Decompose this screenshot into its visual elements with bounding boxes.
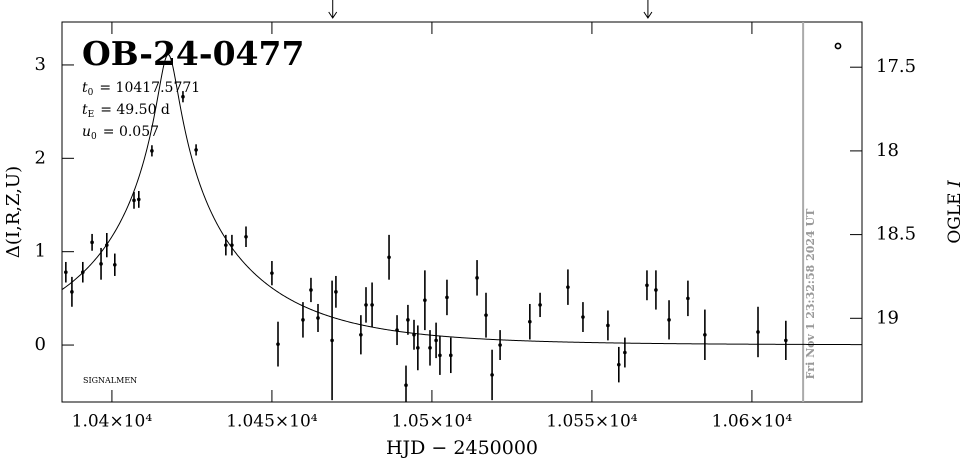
arrow-marker [643, 0, 653, 19]
data-point [654, 288, 658, 292]
data-point [756, 330, 760, 334]
data-point [113, 262, 117, 267]
data-point [484, 313, 488, 317]
y2-tick-label: 19 [876, 307, 899, 328]
arrow-marker [328, 0, 338, 19]
x-tick-label: 1.045×10⁴ [226, 412, 318, 432]
data-point [528, 319, 532, 324]
data-point [276, 342, 280, 346]
data-point [623, 350, 627, 355]
chart-title: OB-24-0477 [82, 34, 304, 73]
data-point [334, 290, 338, 294]
data-point [316, 316, 320, 320]
data-point [784, 338, 788, 343]
data-point [105, 243, 109, 247]
x-tick-label: 1.04×10⁴ [72, 412, 153, 432]
y-tick-label: 0 [35, 334, 46, 355]
parameter: tE = 49.50 d [82, 102, 170, 120]
data-point [150, 149, 154, 153]
data-point [364, 303, 368, 307]
data-point [301, 318, 305, 322]
data-point [404, 383, 408, 387]
data-point [181, 94, 185, 99]
y-tick-label: 3 [35, 54, 46, 75]
parameter-symbol: t [82, 102, 88, 118]
status-symbol [834, 42, 842, 50]
parameter-symbol: t [82, 80, 88, 96]
y2-axis-label-italic: I [945, 180, 965, 188]
data-point [395, 328, 399, 332]
parameter-value: = 0.057 [103, 124, 159, 140]
data-point [64, 270, 68, 275]
parameter: t0 = 10417.5771 [82, 80, 200, 98]
model-curve [61, 53, 862, 346]
data-point [244, 234, 248, 239]
data-point [475, 276, 479, 280]
parameter-value: = 49.50 d [100, 102, 170, 118]
data-point [449, 353, 453, 358]
data-point [416, 346, 420, 350]
data-point [370, 303, 374, 307]
data-point [224, 243, 228, 247]
data-point [645, 283, 649, 288]
parameter-subscript: 0 [91, 132, 97, 142]
data-point [387, 255, 391, 260]
data-point [330, 338, 334, 343]
parameter-value: = 10417.5771 [99, 80, 200, 96]
x-axis-label: HJD − 2450000 [386, 437, 538, 459]
data-point [230, 243, 234, 247]
data-point [667, 318, 671, 322]
data-point [70, 290, 74, 294]
data-point [99, 262, 103, 266]
y-tick-label: 1 [35, 241, 46, 262]
data-point [309, 288, 313, 292]
data-point [581, 315, 585, 319]
x-tick-label: 1.05×10⁴ [392, 412, 473, 432]
data-point [406, 318, 410, 322]
data-point [434, 338, 438, 343]
data-point [445, 295, 449, 300]
parameter-subscript: 0 [88, 88, 94, 98]
data-point [686, 296, 690, 301]
data-point [703, 332, 707, 337]
y2-axis-label-text: OGLE [945, 192, 965, 243]
data-point [538, 303, 542, 307]
parameter-symbol: u [82, 124, 91, 140]
y2-tick-label: 17.5 [876, 56, 916, 77]
data-point [194, 148, 198, 152]
y-tick-label: 2 [35, 147, 46, 168]
data-point [490, 373, 494, 377]
data-point [566, 285, 570, 289]
x-tick-label: 1.055×10⁴ [546, 412, 638, 432]
x-tick-label: 1.06×10⁴ [712, 412, 793, 432]
data-point [359, 332, 363, 337]
data-point [617, 362, 621, 367]
data-point [606, 323, 610, 328]
data-point [412, 332, 416, 337]
y2-axis-label: OGLE I [945, 180, 965, 244]
parameter: u0 = 0.057 [82, 124, 159, 142]
footnote: SIGNALMEN [83, 376, 137, 385]
data-point [498, 343, 502, 347]
data-point [423, 298, 427, 303]
data-point [137, 197, 141, 202]
data-point [90, 240, 94, 245]
data-point [428, 346, 432, 350]
plot-frame [61, 21, 863, 403]
y2-tick-label: 18 [876, 140, 899, 161]
data-point [132, 198, 136, 203]
y2-tick-label: 18.5 [876, 224, 916, 245]
data-point [81, 270, 85, 275]
timestamp: Fri Nov 1 23:32:58 2024 UT [804, 208, 817, 379]
parameter-subscript: E [88, 110, 95, 120]
y-axis-label: Δ(I,R,Z,U) [3, 166, 24, 258]
data-point [438, 353, 442, 358]
data-point [270, 271, 274, 275]
